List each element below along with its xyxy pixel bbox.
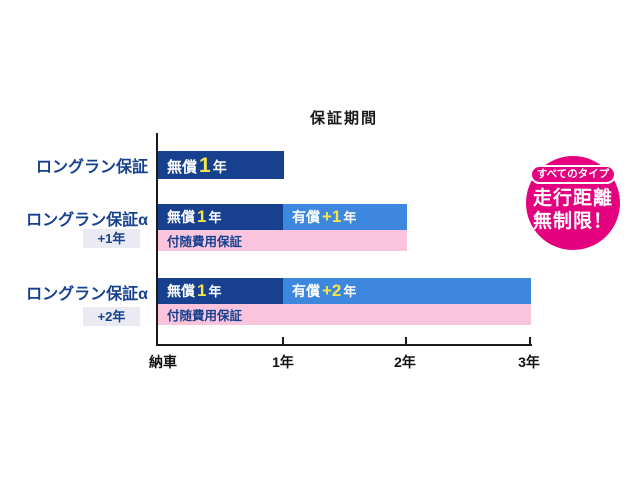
x-label-2year: 2年	[394, 354, 416, 370]
chart-title: 保証期間	[309, 110, 378, 127]
x-tick-1year	[282, 337, 284, 345]
row3-ancillary-bar-text: 付随費用保証	[167, 309, 243, 323]
row3-paid-bar: 有償 +2 年	[283, 278, 531, 304]
row1-label: ロングラン保証	[35, 159, 148, 176]
badge-line-mileage: 走行距離	[532, 188, 613, 209]
row3-free-bar: 無償 1 年	[158, 278, 283, 304]
x-tick-2year	[405, 337, 407, 345]
row2-paid-bar-text: 有償 +1 年	[292, 207, 357, 226]
unlimited-mileage-badge: すべてのタイプ 走行距離 無制限！	[526, 156, 620, 250]
row3-paid-bar-text: 有償 +2 年	[292, 281, 357, 300]
badge-pill-all-types: すべてのタイプ	[529, 165, 617, 184]
row2-free-bar-text: 無償 1 年	[167, 207, 222, 226]
row3-ancillary-bar: 付随費用保証	[158, 304, 531, 325]
x-label-3year: 3年	[518, 354, 540, 370]
x-tick-3year	[529, 337, 531, 345]
row2-ancillary-bar: 付随費用保証	[158, 230, 407, 251]
row2-paid-bar: 有償 +1 年	[283, 204, 407, 230]
badge-line-unlimited: 無制限！	[532, 211, 613, 232]
y-axis-line	[156, 133, 158, 345]
row3-free-bar-text: 無償 1 年	[167, 281, 222, 300]
x-label-delivery: 納車	[149, 354, 177, 370]
x-label-1year: 1年	[272, 354, 294, 370]
row2-free-bar: 無償 1 年	[158, 204, 283, 230]
row3-sub-label: +2年	[83, 307, 140, 326]
row2-ancillary-bar-text: 付随費用保証	[167, 235, 243, 249]
row3-label: ロングラン保証α	[26, 286, 148, 303]
x-axis-line	[156, 344, 532, 346]
row1-free-bar: 無償1 年	[158, 151, 284, 179]
row2-sub-label: +1年	[83, 229, 140, 248]
row2-label: ロングラン保証α	[26, 212, 148, 229]
row1-free-bar-text: 無償1 年	[167, 153, 227, 177]
